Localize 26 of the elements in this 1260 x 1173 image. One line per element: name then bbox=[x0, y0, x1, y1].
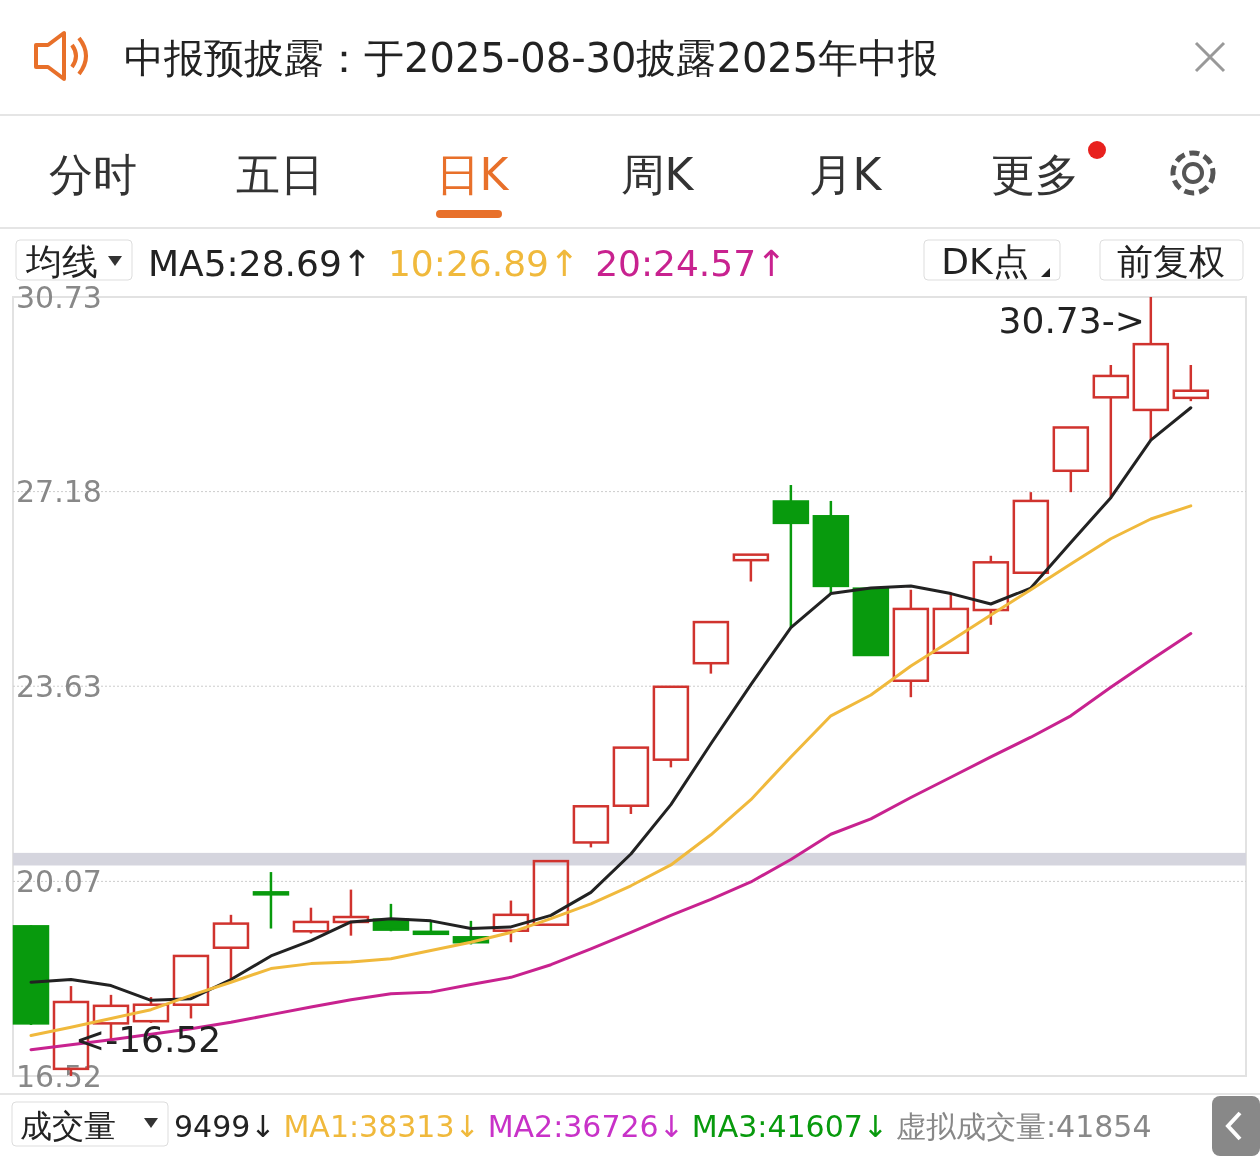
text: 虚拟成交量:41854 bbox=[896, 1109, 1152, 1144]
y-tick-label: 27.18 bbox=[16, 474, 102, 510]
text: MA3:41607↓ bbox=[691, 1109, 888, 1144]
y-tick-label: 16.52 bbox=[16, 1058, 102, 1094]
text: 10:26.89↑ bbox=[387, 243, 580, 284]
text: MA2:36726↓ bbox=[487, 1109, 684, 1144]
text: 20:24.57↑ bbox=[595, 243, 787, 284]
text: 9499↓ bbox=[174, 1109, 276, 1144]
text: MA1:38313↓ bbox=[283, 1109, 480, 1144]
text: 成交量 bbox=[20, 1107, 116, 1145]
annotation: 30.73-> bbox=[998, 300, 1145, 341]
text: 五日 bbox=[236, 149, 324, 200]
legend-title: 均线 bbox=[25, 241, 98, 282]
y-tick-label: 30.73 bbox=[16, 279, 102, 315]
text: MA5:28.69↑ bbox=[148, 243, 372, 284]
text: 周K bbox=[620, 149, 695, 200]
text: 分时 bbox=[49, 149, 137, 200]
y-tick-label: 23.63 bbox=[16, 668, 102, 704]
text: 前复权 bbox=[1117, 241, 1225, 282]
y-tick-label: 20.07 bbox=[16, 863, 102, 899]
chart-title: 中报预披露：于2025-08-30披露2025年中报 bbox=[124, 35, 939, 81]
text: DK点 bbox=[941, 241, 1029, 282]
text: 月K bbox=[808, 149, 883, 200]
text: 日K bbox=[435, 149, 510, 200]
candlestick bbox=[252, 870, 290, 930]
text: 更多 bbox=[991, 149, 1079, 200]
